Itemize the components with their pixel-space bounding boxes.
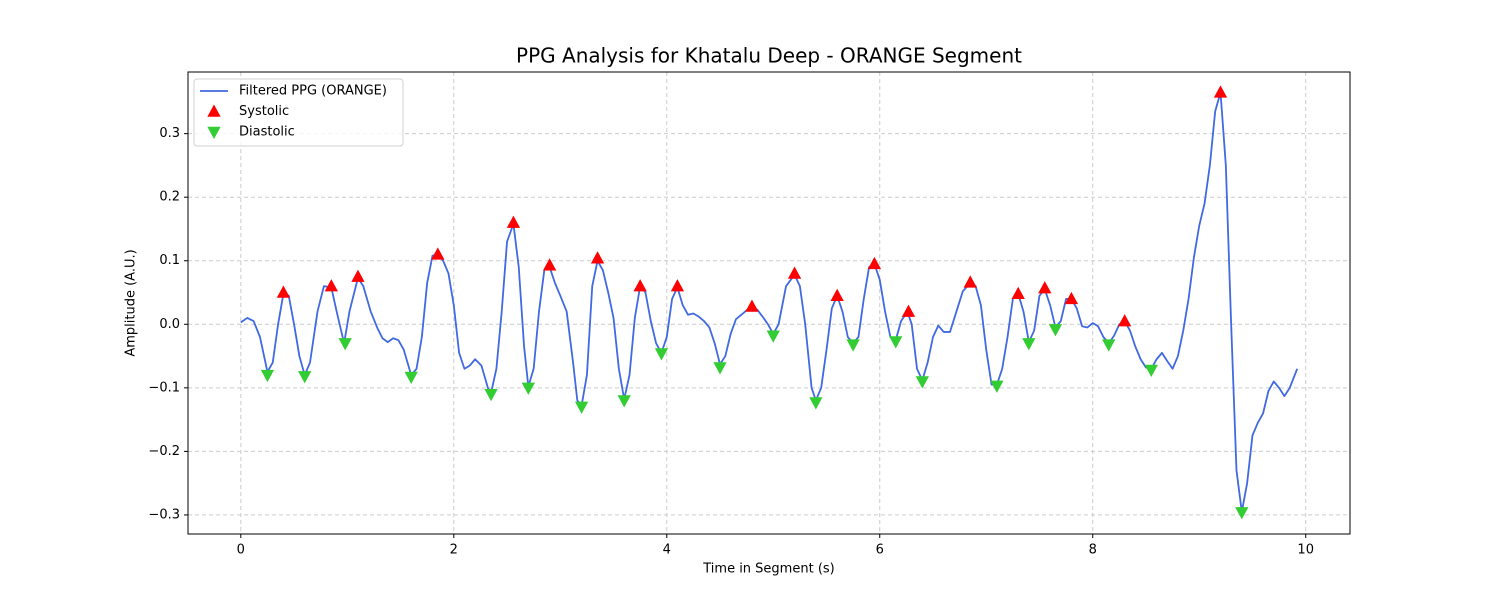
diastolic-marker	[1102, 339, 1116, 352]
systolic-marker	[1118, 314, 1132, 327]
diastolic-marker	[521, 382, 535, 395]
diastolic-marker	[298, 371, 312, 384]
x-tick-label: 2	[450, 543, 458, 558]
diastolic-marker	[574, 401, 589, 414]
diastolic-marker	[404, 371, 418, 385]
diastolic-marker	[915, 376, 929, 389]
legend-label: Systolic	[239, 104, 289, 119]
diastolic-marker	[990, 380, 1004, 393]
systolic-marker	[901, 304, 916, 317]
systolic-marker	[506, 215, 521, 228]
x-tick-label: 8	[1089, 543, 1097, 558]
y-tick-label: −0.1	[148, 380, 180, 395]
x-tick-label: 6	[876, 543, 884, 558]
systolic-marker	[1064, 291, 1079, 305]
diastolic-marker	[617, 395, 631, 408]
systolic-marker	[633, 279, 647, 292]
diastolic-marker	[1235, 507, 1249, 520]
y-tick-label: 0.2	[159, 190, 180, 205]
systolic-marker	[276, 285, 291, 298]
systolic-marker	[830, 288, 844, 301]
legend-swatch	[207, 104, 221, 117]
x-tick-label: 10	[1297, 543, 1314, 558]
y-tick-label: 0.1	[159, 253, 180, 268]
y-tick-label: −0.2	[148, 444, 180, 459]
diastolic-marker	[260, 369, 275, 383]
legend: Filtered PPG (ORANGE) Systolic Diastolic	[193, 78, 404, 147]
systolic-marker	[1213, 85, 1228, 98]
legend-label: Diastolic	[239, 125, 295, 140]
systolic-marker	[324, 279, 338, 292]
systolic-marker	[1038, 281, 1052, 294]
systolic-marker	[963, 275, 977, 288]
diastolic-marker	[1022, 338, 1036, 351]
diastolic-marker	[1048, 324, 1063, 337]
axes-frame	[187, 71, 1351, 535]
y-tick-label: 0.3	[159, 126, 180, 141]
diastolic-marker	[889, 336, 903, 349]
diastolic-marker	[1144, 364, 1158, 378]
x-tick-label: 4	[663, 543, 671, 558]
systolic-marker	[670, 279, 685, 292]
diastolic-marker	[809, 397, 823, 410]
y-axis-label: Amplitude (A.U.)	[124, 249, 139, 356]
diastolic-marker	[766, 330, 780, 343]
diastolic-marker	[846, 339, 860, 352]
systolic-marker	[867, 256, 882, 270]
chart-title: PPG Analysis for Khatalu Deep - ORANGE S…	[516, 44, 1022, 68]
y-tick-label: −0.3	[148, 507, 180, 522]
systolic-marker	[590, 251, 605, 264]
x-tick-label: 0	[237, 543, 245, 558]
diastolic-marker	[713, 362, 727, 375]
legend-label: Filtered PPG (ORANGE)	[239, 84, 387, 99]
y-tick-label: 0.0	[159, 317, 180, 332]
systolic-marker	[542, 258, 557, 271]
systolic-marker	[351, 269, 365, 282]
legend-frame	[193, 78, 404, 147]
x-axis-label: Time in Segment (s)	[702, 562, 834, 577]
systolic-marker	[1011, 286, 1025, 300]
diastolic-marker	[654, 348, 669, 361]
diastolic-marker	[338, 338, 352, 351]
systolic-marker	[431, 247, 445, 260]
systolic-marker	[787, 266, 802, 279]
diastolic-marker	[484, 388, 498, 402]
systolic-marker	[745, 299, 759, 312]
legend-swatch	[207, 126, 221, 139]
